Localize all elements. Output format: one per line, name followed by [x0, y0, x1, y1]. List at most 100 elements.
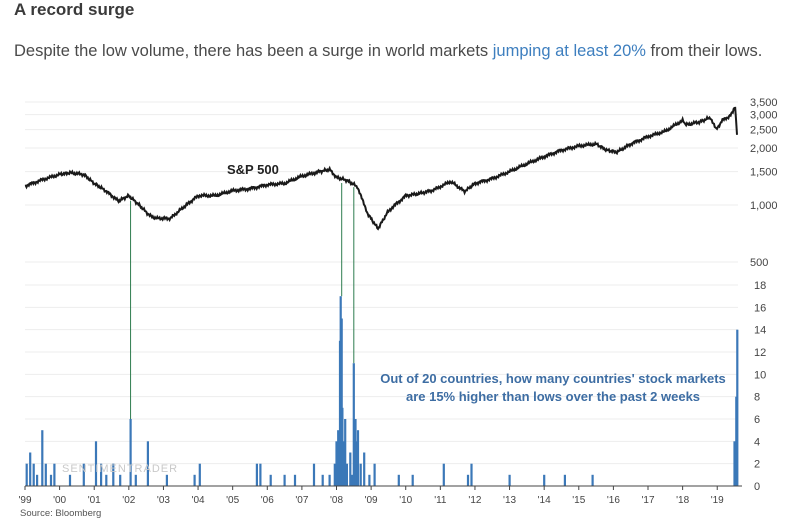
x-tick-label: '03 [157, 495, 170, 506]
bar [105, 474, 108, 486]
bar [355, 441, 358, 486]
bar [368, 474, 371, 486]
bar [269, 474, 272, 486]
x-tick-label: '13 [503, 495, 516, 506]
bar [293, 474, 297, 486]
bar [736, 329, 739, 486]
x-tick-label: '16 [607, 495, 620, 506]
sp500-series-line [24, 106, 738, 231]
bar [112, 463, 115, 486]
x-tick-label: '17 [641, 495, 654, 506]
x-tick-label: '10 [399, 495, 412, 506]
bar [470, 463, 473, 486]
bar-annotation-line2: are 15% higher than lows over the past 2… [406, 389, 700, 404]
bar [259, 463, 262, 486]
bar [165, 474, 168, 486]
subtitle: Despite the low volume, there has been a… [14, 42, 762, 61]
bar-y-tick-label: 12 [754, 347, 766, 359]
x-tick-label: '07 [295, 495, 308, 506]
bar [733, 441, 736, 486]
bar-y-ticks: 0 2 4 6 8 10 12 14 16 18 [754, 280, 766, 493]
x-tick-label: '06 [261, 495, 274, 506]
bar [563, 474, 566, 486]
bar [466, 474, 470, 486]
bar [345, 463, 348, 486]
x-tick-label: '09 [365, 495, 378, 506]
x-tick-label: '14 [538, 495, 551, 506]
bar [29, 452, 32, 486]
bar [591, 474, 594, 486]
bar [25, 463, 28, 486]
bar [44, 463, 47, 486]
bar [193, 474, 196, 486]
x-axis: '99 '00 '01 '02 '03 '04 '05 '06 '07 '08 '09 '10 '11 '… [18, 485, 742, 506]
bar [82, 463, 85, 486]
bar [283, 474, 286, 486]
bar [356, 430, 360, 486]
bar [337, 430, 340, 486]
x-tick-label: '15 [572, 495, 585, 506]
bar [351, 474, 354, 486]
x-tick-label: '11 [434, 495, 447, 506]
x-tick-label: '00 [53, 495, 66, 506]
x-tick-label: '99 [18, 495, 31, 506]
bar-y-tick-label: 14 [754, 325, 766, 337]
bar [352, 363, 355, 486]
bar-y-tick-label: 2 [754, 459, 760, 471]
source-note: Source: Bloomberg [20, 508, 102, 519]
bar-y-tick-label: 6 [754, 414, 760, 426]
bar [543, 474, 546, 486]
bar [255, 463, 258, 486]
bar [49, 474, 53, 486]
x-tick-label: '12 [468, 495, 481, 506]
x-tick-label: '08 [330, 495, 343, 506]
bar [363, 452, 366, 486]
bar-y-tick-label: 18 [754, 280, 766, 292]
page-title: A record surge [14, 0, 135, 19]
bar [335, 441, 338, 486]
bar [198, 463, 201, 486]
sp500-y-tick-label: 500 [750, 257, 768, 269]
sp500-y-tick-label: 2,000 [750, 143, 778, 155]
bar [94, 441, 98, 486]
subtitle-highlight: jumping at least 20% [492, 42, 646, 60]
bar [134, 474, 137, 486]
bar [129, 419, 132, 486]
sp500-y-tick-label: 1,500 [750, 167, 778, 179]
bar [68, 474, 72, 486]
bar-series [25, 296, 739, 486]
x-tick-label: '02 [122, 495, 135, 506]
bar [340, 318, 343, 486]
bar [328, 474, 331, 486]
bar [344, 419, 347, 486]
bar-y-tick-label: 0 [754, 481, 760, 493]
bar [397, 474, 400, 486]
bar [321, 474, 324, 486]
bar-annotation-line1: Out of 20 countries, how many countries'… [380, 371, 726, 386]
subtitle-text: Despite the low volume, there has been a… [14, 42, 493, 60]
bar-y-tick-label: 8 [754, 392, 760, 404]
bar [36, 474, 39, 486]
bar [119, 474, 122, 486]
bar [359, 463, 362, 486]
connector-lines [130, 183, 355, 419]
bar [312, 463, 316, 486]
bar [32, 463, 35, 486]
bar [53, 463, 56, 486]
x-tick-label: '01 [88, 495, 101, 506]
bar [41, 430, 44, 486]
bar-y-tick-label: 4 [754, 436, 760, 448]
bar [146, 441, 149, 486]
sp500-label: S&P 500 [227, 162, 279, 177]
bar [373, 463, 376, 486]
bar [333, 463, 336, 486]
bar [508, 474, 511, 486]
sp500-y-tick-label: 3,500 [750, 97, 778, 109]
bar [342, 441, 345, 486]
bar [349, 452, 352, 486]
x-tick-label: '04 [192, 495, 205, 506]
subtitle-text-end: from their lows. [645, 42, 763, 60]
bar-y-tick-label: 16 [754, 302, 766, 314]
bar [100, 463, 103, 486]
